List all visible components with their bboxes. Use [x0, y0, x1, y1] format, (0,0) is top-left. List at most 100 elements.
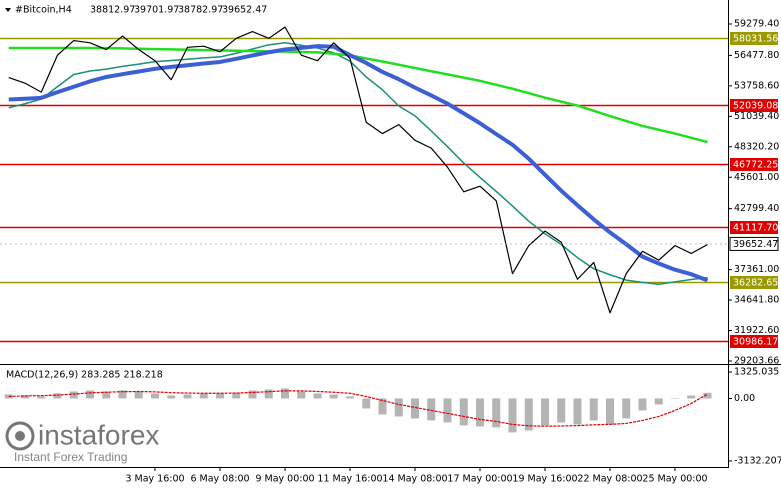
x-tick-label: 14 May 08:00 — [382, 474, 447, 485]
histogram-bar — [4, 394, 13, 399]
y-tick-label: 53758.60 — [734, 80, 779, 91]
collapse-icon — [5, 8, 11, 12]
tagline: Instant Forex Trading — [14, 450, 127, 464]
ohlc-value: 38782.97 — [178, 5, 223, 16]
histogram-bar — [167, 395, 176, 399]
level-tag — [730, 99, 778, 112]
histogram-bar — [53, 393, 62, 399]
x-tick-label: 19 May 16:00 — [512, 474, 577, 485]
histogram-bar — [476, 398, 484, 427]
histogram-bar — [687, 395, 696, 399]
price-line — [8, 44, 709, 283]
x-tick-label: 9 May 00:00 — [255, 474, 314, 485]
y-tick-label: 42799.40 — [734, 203, 779, 214]
histogram-bar — [21, 395, 29, 399]
histogram-bar — [541, 398, 549, 426]
ohlc-value: 38812.97 — [90, 5, 135, 16]
y-tick-label: 29203.66 — [734, 356, 779, 367]
x-tick-label: 25 May 00:00 — [642, 474, 707, 485]
price-panel — [0, 26, 728, 343]
y-tick-label: 48320.20 — [734, 141, 779, 152]
level-tag — [730, 32, 778, 45]
histogram-bar — [346, 396, 354, 399]
level-tag-label: 36282.65 — [733, 278, 778, 289]
histogram-bar — [459, 398, 468, 426]
level-tag — [730, 276, 778, 289]
histogram-bar — [362, 398, 371, 409]
logo-icon — [15, 431, 25, 441]
level-tag — [730, 221, 778, 234]
brand: instaforex — [38, 419, 159, 450]
y-tick-label: -3132.207 — [734, 456, 781, 467]
ohlc-value: 39701.97 — [134, 5, 179, 16]
level-tag — [730, 335, 778, 348]
level-tag-label: 46772.25 — [733, 160, 778, 171]
histogram-bar — [589, 398, 598, 421]
ohlc-value: 39652.47 — [222, 5, 267, 16]
histogram-bar — [151, 393, 159, 399]
level-tag — [730, 158, 778, 171]
level-tag-label: 58031.56 — [733, 34, 778, 45]
histogram-bar — [654, 398, 663, 405]
histogram-bar — [508, 398, 517, 433]
histogram-bar — [264, 389, 273, 399]
x-tick-label: 6 May 08:00 — [190, 474, 249, 485]
signal-line — [8, 390, 708, 427]
axis: 59279.40 56477.80 53758.60 51039.40 48320.20… — [125, 18, 781, 484]
level-tag-label: 41117.70 — [733, 223, 778, 234]
histogram-bar — [427, 398, 436, 421]
histogram-bar — [199, 393, 208, 399]
macd-panel — [4, 388, 712, 433]
macd-title: MACD(12,26,9) 283.285 218.218 — [6, 370, 163, 381]
y-tick-label: 1325.035 — [734, 367, 779, 378]
histogram-bar — [606, 398, 614, 425]
histogram-bar — [102, 391, 111, 399]
histogram-bar — [411, 398, 419, 419]
y-tick-label: 56477.80 — [734, 50, 779, 61]
watermark: instaforex Instant Forex Trading — [5, 419, 159, 464]
level-tag-label: 52039.08 — [733, 101, 778, 112]
y-tick-label: 37361.00 — [734, 264, 779, 275]
histogram-bar — [118, 390, 127, 399]
histogram-bar — [232, 392, 241, 399]
logo-icon — [5, 421, 35, 451]
price-line — [8, 26, 708, 314]
x-tick-label: 3 May 16:00 — [125, 474, 184, 485]
last-price-tag — [729, 236, 779, 251]
histogram-bar — [216, 393, 224, 399]
histogram-bar — [297, 391, 306, 399]
histogram-bar — [134, 391, 143, 399]
histogram-bar — [557, 398, 566, 423]
x-tick-label: 22 May 08:00 — [577, 474, 642, 485]
y-tick-label: 59279.40 — [734, 18, 779, 29]
histogram-bar — [313, 393, 322, 399]
histogram-bar — [524, 398, 533, 431]
last-price-label: 39652.47 — [733, 239, 778, 250]
x-tick-label: 11 May 16:00 — [317, 474, 382, 485]
x-tick-label: 17 May 00:00 — [447, 474, 512, 485]
histogram-bar — [443, 398, 452, 423]
histogram-bar — [492, 398, 501, 428]
y-tick-label: 31922.60 — [734, 325, 779, 336]
histogram-bar — [638, 398, 647, 411]
histogram-bar — [378, 398, 387, 415]
histogram-bar — [37, 396, 46, 399]
histogram-bar — [703, 392, 712, 399]
histogram-bar — [69, 391, 78, 399]
y-tick-label: 51039.40 — [734, 111, 779, 122]
chart-title: #Bitcoin,H4 — [15, 5, 72, 16]
price-line — [8, 42, 708, 286]
histogram-bar — [573, 398, 582, 425]
histogram-bar — [329, 394, 338, 399]
level-tag-label: 30986.17 — [733, 337, 778, 348]
histogram-bar — [86, 390, 94, 399]
histogram-bar — [671, 398, 679, 399]
histogram-bar — [281, 388, 289, 399]
histogram-bar — [183, 394, 192, 399]
histogram-bar — [394, 398, 403, 417]
histogram-bar — [248, 390, 257, 399]
y-tick-label: 45601.00 — [734, 172, 779, 183]
y-tick-label: 0.00 — [734, 393, 755, 404]
